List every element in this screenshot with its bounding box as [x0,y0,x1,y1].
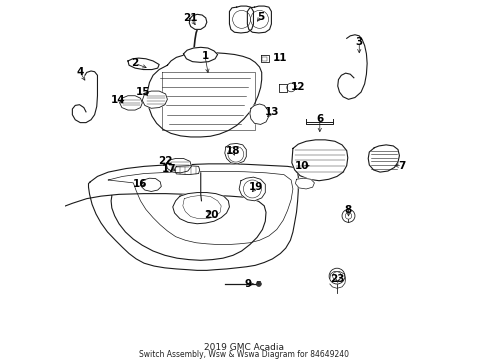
Text: 10: 10 [294,161,308,171]
Circle shape [341,210,354,222]
Polygon shape [166,158,191,173]
Text: 15: 15 [136,87,150,97]
Polygon shape [239,177,265,201]
Polygon shape [291,140,347,181]
Polygon shape [367,145,399,172]
Text: 21: 21 [183,13,198,23]
Text: Switch Assembly, Wsw & Wswa Diagram for 84649240: Switch Assembly, Wsw & Wswa Diagram for … [139,350,349,359]
Text: 16: 16 [133,179,147,189]
Polygon shape [247,6,271,33]
Circle shape [332,272,341,280]
Text: 3: 3 [355,37,362,47]
Polygon shape [229,6,253,33]
Text: 4: 4 [77,67,84,77]
Polygon shape [260,55,268,62]
Polygon shape [141,178,161,192]
Polygon shape [172,193,229,224]
Text: 19: 19 [249,182,263,192]
Text: 18: 18 [225,146,240,156]
Polygon shape [278,84,286,92]
Text: 9: 9 [244,279,251,289]
Text: 23: 23 [330,274,344,284]
Text: 20: 20 [204,210,218,220]
Text: 22: 22 [157,156,172,166]
Polygon shape [183,47,217,62]
Polygon shape [142,91,167,108]
Text: 7: 7 [398,161,405,171]
Polygon shape [147,53,261,137]
Polygon shape [120,96,142,110]
Polygon shape [174,166,199,175]
Text: 11: 11 [272,53,286,63]
Circle shape [328,268,344,284]
Polygon shape [189,14,206,30]
Text: 14: 14 [111,95,125,105]
Text: 2019 GMC Acadia: 2019 GMC Acadia [204,343,284,352]
Text: 13: 13 [264,107,279,117]
Polygon shape [224,143,246,164]
Polygon shape [295,178,314,189]
Text: 5: 5 [257,12,264,22]
Polygon shape [128,58,159,69]
Polygon shape [249,104,268,125]
Text: 1: 1 [201,51,208,61]
Text: 17: 17 [162,163,176,174]
Text: 8: 8 [344,206,351,216]
Text: 2: 2 [131,58,139,68]
Text: 12: 12 [290,82,305,92]
Circle shape [345,213,351,219]
Text: 6: 6 [316,114,323,124]
Circle shape [256,282,261,287]
Polygon shape [88,164,298,270]
